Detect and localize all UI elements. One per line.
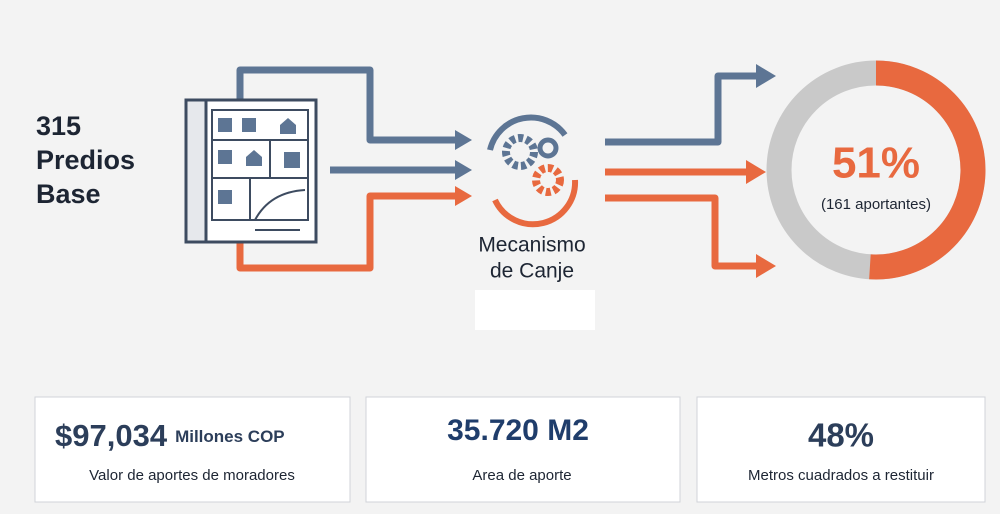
donut-caption: (161 aportantes) (821, 196, 931, 213)
left-label: Predios (36, 145, 135, 175)
left-label: 315 (36, 111, 81, 141)
card-caption: Valor de aportes de moradores (89, 467, 295, 484)
card (366, 397, 680, 502)
card-value: 48% (808, 417, 874, 454)
card-unit: Millones COP (175, 427, 285, 446)
document-icon (186, 100, 316, 242)
card-caption: Metros cuadrados a restituir (748, 467, 934, 484)
center-label: Mecanismo (478, 234, 585, 257)
infographic: 315 Predios Base Mecanism (0, 0, 1000, 514)
card-caption: Area de aporte (472, 467, 571, 484)
cards: $97,034 Millones COP Valor de aportes de … (35, 397, 985, 502)
donut-value: 51% (832, 139, 920, 188)
center-label: de Canje (490, 260, 574, 283)
left-label: Base (36, 179, 101, 209)
card-value: 35.720 M2 (447, 414, 589, 447)
blank-patch (475, 290, 595, 330)
card-value: $97,034 (55, 418, 168, 453)
page: 315 Predios Base Mecanism (0, 0, 1000, 514)
